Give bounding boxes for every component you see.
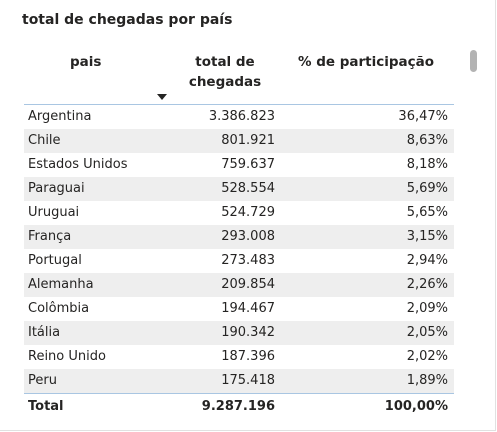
column-header-pais[interactable]: pais — [70, 54, 102, 70]
cell-pais: Reino Unido — [28, 349, 106, 364]
visual-title: total de chegadas por país — [22, 12, 233, 28]
cell-total-de-chegadas: 273.483 — [221, 253, 275, 268]
cell-total-de-chegadas: 187.396 — [221, 349, 275, 364]
table-row[interactable]: França 293.008 3,15% — [24, 225, 454, 249]
table-row[interactable]: Portugal 273.483 2,94% — [24, 249, 454, 273]
cell-total-de-chegadas: 524.729 — [221, 205, 275, 220]
table-total-row: Total 9.287.196 100,00% — [24, 393, 454, 420]
table-row[interactable]: Colômbia 194.467 2,09% — [24, 297, 454, 321]
column-header-total-line1: total de — [195, 54, 255, 70]
table-row[interactable]: Chile 801.921 8,63% — [24, 129, 454, 153]
total-chegadas-value: 9.287.196 — [201, 399, 275, 414]
cell-pais: Colômbia — [28, 301, 90, 316]
cell-pais: Argentina — [28, 109, 92, 124]
table-row[interactable]: Alemanha 209.854 2,26% — [24, 273, 454, 297]
cell-total-de-chegadas: 759.637 — [221, 157, 275, 172]
table-row[interactable]: Estados Unidos 759.637 8,18% — [24, 153, 454, 177]
cell-total-de-chegadas: 801.921 — [221, 133, 275, 148]
cell-pais: Portugal — [28, 253, 82, 268]
table-row[interactable]: Argentina 3.386.823 36,47% — [24, 105, 454, 129]
table-row[interactable]: Uruguai 524.729 5,65% — [24, 201, 454, 225]
cell-pais: Alemanha — [28, 277, 94, 292]
table-header: pais total de chegadas % de participação — [24, 52, 454, 105]
total-participacao-value: 100,00% — [384, 399, 448, 414]
vertical-scrollbar[interactable] — [470, 50, 477, 72]
cell-participacao: 8,63% — [406, 133, 448, 148]
table-body: Argentina 3.386.823 36,47% Chile 801.921 8,63… — [24, 105, 454, 393]
cell-participacao: 1,89% — [406, 373, 448, 388]
cell-participacao: 5,69% — [406, 181, 448, 196]
column-header-participacao[interactable]: % de participação — [298, 54, 435, 70]
data-table: pais total de chegadas % de participação… — [24, 52, 454, 420]
cell-participacao: 2,05% — [406, 325, 448, 340]
table-row[interactable]: Itália 190.342 2,05% — [24, 321, 454, 345]
cell-pais: Chile — [28, 133, 61, 148]
table-row[interactable]: Peru 175.418 1,89% — [24, 369, 454, 393]
cell-participacao: 36,47% — [398, 109, 448, 124]
sort-descending-icon[interactable] — [157, 94, 167, 100]
cell-total-de-chegadas: 3.386.823 — [208, 109, 275, 124]
table-row[interactable]: Paraguai 528.554 5,69% — [24, 177, 454, 201]
cell-total-de-chegadas: 528.554 — [221, 181, 275, 196]
cell-pais: Paraguai — [28, 181, 85, 196]
cell-participacao: 2,94% — [406, 253, 448, 268]
table-row[interactable]: Reino Unido 187.396 2,02% — [24, 345, 454, 369]
cell-participacao: 8,18% — [406, 157, 448, 172]
cell-total-de-chegadas: 190.342 — [221, 325, 275, 340]
column-header-total-de-chegadas[interactable]: total de chegadas — [179, 52, 271, 92]
cell-participacao: 2,26% — [406, 277, 448, 292]
cell-pais: Uruguai — [28, 205, 80, 220]
cell-pais: Itália — [28, 325, 61, 340]
cell-total-de-chegadas: 209.854 — [221, 277, 275, 292]
cell-participacao: 2,09% — [406, 301, 448, 316]
total-label: Total — [28, 399, 64, 414]
column-header-total-line2: chegadas — [188, 74, 262, 90]
cell-total-de-chegadas: 293.008 — [221, 229, 275, 244]
cell-participacao: 3,15% — [406, 229, 448, 244]
cell-participacao: 2,02% — [406, 349, 448, 364]
cell-pais: França — [28, 229, 72, 244]
cell-participacao: 5,65% — [406, 205, 448, 220]
cell-pais: Estados Unidos — [28, 157, 128, 172]
cell-total-de-chegadas: 175.418 — [221, 373, 275, 388]
cell-pais: Peru — [28, 373, 57, 388]
cell-total-de-chegadas: 194.467 — [221, 301, 275, 316]
